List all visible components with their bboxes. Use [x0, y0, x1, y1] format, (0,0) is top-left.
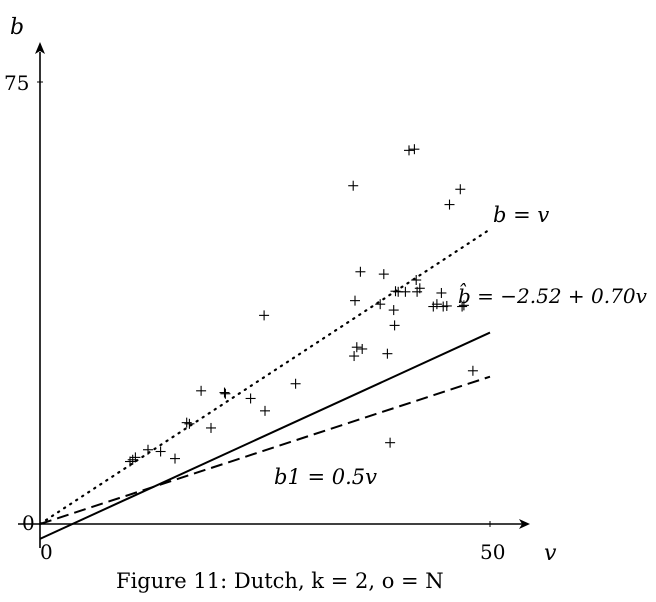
data-point: [170, 453, 180, 464]
data-point: [184, 418, 195, 429]
y-tick-label-75: 75: [4, 71, 29, 95]
data-point: [431, 299, 442, 310]
data-point: [382, 348, 393, 359]
x-tick-label-50: 50: [480, 540, 505, 564]
line-dotted: [38, 228, 492, 526]
data-point: [441, 300, 452, 311]
data-point: [389, 320, 400, 331]
data-point: [455, 184, 466, 195]
data-point: [457, 301, 468, 312]
data-point: [411, 275, 422, 286]
data-point: [143, 444, 153, 455]
line-dashed: [39, 375, 491, 525]
data-point: [414, 283, 425, 294]
data-point: [130, 452, 141, 463]
data-point: [196, 385, 207, 396]
y-tick-label-0: 0: [22, 511, 35, 535]
data-point: [444, 199, 455, 210]
data-point: [375, 299, 386, 310]
data-point: [388, 305, 399, 316]
data-point: [400, 286, 411, 297]
data-point: [155, 446, 166, 457]
data-point: [260, 405, 270, 416]
data-point: [348, 180, 359, 191]
data-point: [350, 295, 360, 306]
x-axis-label: v: [544, 541, 557, 566]
data-point: [219, 387, 230, 398]
labels: b v 75 0 0 50 b = v b̂ = −2.52 + 0.70v b…: [4, 15, 648, 593]
data-point: [409, 144, 420, 155]
data-points: [125, 144, 478, 467]
data-point: [378, 269, 389, 280]
data-point: [467, 365, 478, 376]
data-point: [125, 456, 135, 467]
x-tick-label-0: 0: [40, 540, 53, 564]
data-point: [385, 437, 396, 448]
line-label-half: b1 = 0.5v: [274, 465, 377, 489]
fit-lines: [38, 228, 492, 540]
data-point: [390, 286, 401, 297]
data-point: [355, 266, 366, 277]
line-solid: [39, 331, 491, 540]
data-point: [220, 388, 231, 399]
data-point: [127, 454, 138, 465]
data-point: [349, 351, 360, 362]
data-point: [357, 343, 368, 354]
data-point: [290, 378, 301, 389]
data-point: [245, 393, 256, 404]
line-label-fit: b̂ = −2.52 + 0.70v: [458, 282, 648, 308]
figure-caption: Figure 11: Dutch, k = 2, o = N: [116, 569, 444, 593]
x-axis-arrow: [519, 519, 530, 529]
data-point: [404, 145, 414, 156]
axes: [18, 42, 530, 548]
data-point: [436, 287, 447, 298]
data-point: [259, 310, 270, 321]
y-axis-arrow: [35, 42, 45, 54]
data-point: [458, 300, 469, 311]
y-axis-label: b: [10, 15, 24, 40]
data-point: [351, 342, 362, 353]
data-point: [206, 422, 216, 433]
data-point: [181, 417, 192, 428]
line-label-identity: b = v: [493, 203, 549, 227]
